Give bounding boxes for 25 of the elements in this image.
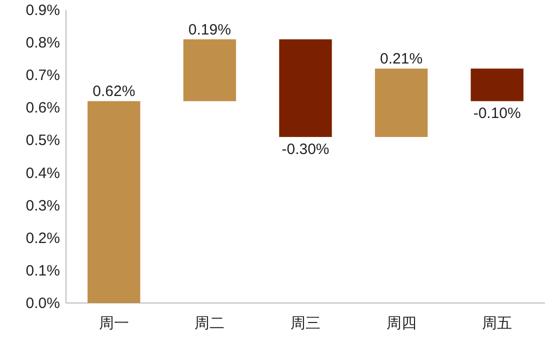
x-tick-label: 周四 (386, 315, 416, 332)
x-tick-label: 周一 (98, 315, 129, 332)
data-label: -0.10% (473, 105, 521, 122)
y-tick-label: 0.8% (26, 34, 60, 52)
y-tick-label: 0.3% (26, 197, 60, 214)
bar (183, 39, 236, 102)
y-tick-label: 0.2% (26, 230, 60, 247)
x-tick-label: 周三 (290, 315, 320, 332)
y-tick-label: 0.5% (26, 132, 60, 150)
y-tick-label: 0.7% (26, 67, 60, 84)
bar (374, 68, 428, 137)
x-tick-label: 周五 (482, 315, 512, 332)
bar (88, 101, 140, 303)
data-label: 0.21% (380, 50, 423, 68)
x-tick-label: 周二 (194, 315, 225, 332)
data-label: -0.30% (282, 140, 330, 158)
data-label: 0.62% (92, 83, 136, 100)
y-tick-label: 0.1% (26, 262, 60, 280)
y-tick-label: 0.0% (26, 295, 60, 312)
y-tick-label: 0.6% (26, 100, 60, 117)
data-label: 0.19% (188, 21, 231, 38)
y-tick-label: 0.4% (26, 164, 60, 182)
bar (279, 39, 332, 137)
bar (470, 68, 524, 102)
y-tick-label: 0.9% (26, 2, 60, 19)
